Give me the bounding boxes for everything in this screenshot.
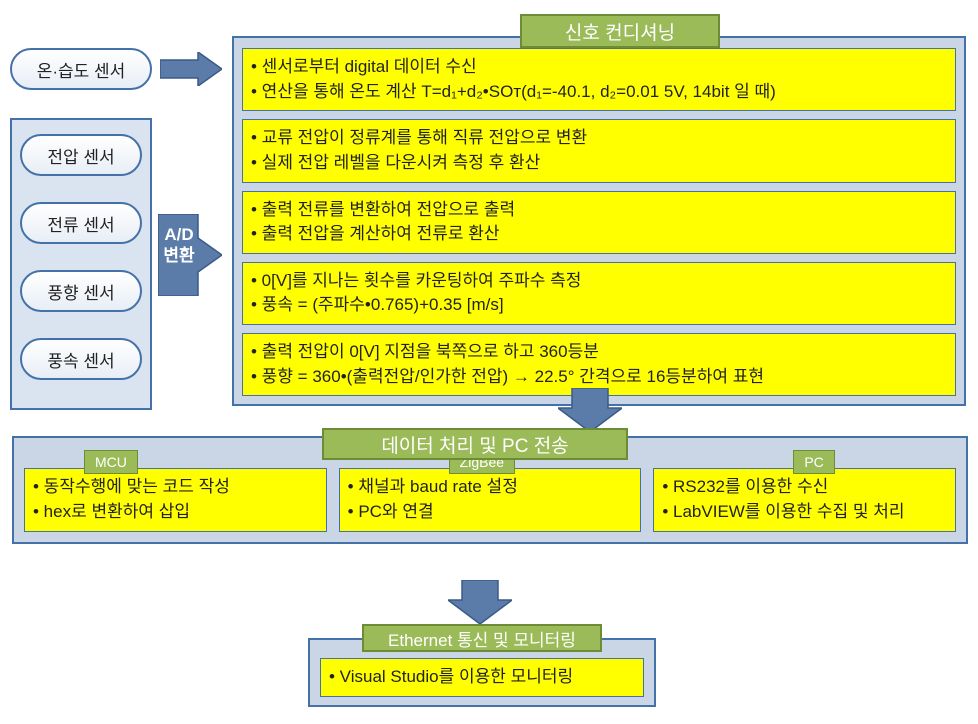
ethernet-title: Ethernet 통신 및 모니터링 [362, 624, 602, 652]
cond-box-current: • 출력 전류를 변환하여 전압으로 출력 • 출력 전압을 계산하여 전류로 … [242, 191, 956, 254]
cond-line: • 출력 전압이 0[V] 지점을 북쪽으로 하고 360등분 [251, 340, 947, 365]
cond-box-winddir: • 출력 전압이 0[V] 지점을 북쪽으로 하고 360등분 • 풍향 = 3… [242, 333, 956, 396]
cond-line: • 센서로부터 digital 데이터 수신 [251, 55, 947, 80]
sensor-column: 온·습도 센서 전압 센서 전류 센서 풍향 센서 풍속 센서 [10, 48, 152, 410]
proc-col-pc: PC • RS232를 이용한 수신 • LabVIEW를 이용한 수집 및 처… [653, 468, 956, 532]
arrow-down-icon [558, 388, 622, 432]
cond-line: • 출력 전압을 계산하여 전류로 환산 [251, 222, 947, 247]
proc-line: • 채널과 baud rate 설정 [348, 475, 633, 500]
arrow-right-icon [160, 52, 222, 86]
cond-line: • 출력 전류를 변환하여 전압으로 출력 [251, 198, 947, 223]
proc-col-zigbee: ZigBee • 채널과 baud rate 설정 • PC와 연결 [339, 468, 642, 532]
chip-mcu: MCU [84, 450, 138, 474]
conditioning-title: 신호 컨디셔닝 [520, 14, 720, 48]
ad-conversion-label: A/D변환 [158, 224, 200, 267]
cond-box-voltage: • 교류 전압이 정류계를 통해 직류 전압으로 변환 • 실제 전압 레벨을 … [242, 119, 956, 182]
proc-col-mcu: MCU • 동작수행에 맞는 코드 작성 • hex로 변환하여 삽입 [24, 468, 327, 532]
cond-line: • 실제 전압 레벨을 다운시켜 측정 후 환산 [251, 151, 947, 176]
proc-box-zigbee: • 채널과 baud rate 설정 • PC와 연결 [339, 468, 642, 532]
cond-line: • 0[V]를 지나는 횟수를 카운팅하여 주파수 측정 [251, 269, 947, 294]
processing-title: 데이터 처리 및 PC 전송 [322, 428, 628, 460]
proc-line: • 동작수행에 맞는 코드 작성 [33, 475, 318, 500]
proc-line: • hex로 변환하여 삽입 [33, 500, 318, 525]
sensor-group: 전압 센서 전류 센서 풍향 센서 풍속 센서 [10, 118, 152, 410]
chip-pc: PC [793, 450, 834, 474]
cond-box-windspeed: • 0[V]를 지나는 횟수를 카운팅하여 주파수 측정 • 풍속 = (주파수… [242, 262, 956, 325]
cond-line: • 교류 전압이 정류계를 통해 직류 전압으로 변환 [251, 126, 947, 151]
cond-line: • 연산을 통해 온도 계산 T=d₁+d₂•SOᴛ(d₁=-40.1, d₂=… [251, 80, 947, 105]
proc-box-mcu: • 동작수행에 맞는 코드 작성 • hex로 변환하여 삽입 [24, 468, 327, 532]
arrow-down-icon [448, 580, 512, 624]
sensor-wind-dir: 풍향 센서 [20, 270, 142, 312]
proc-line: • LabVIEW를 이용한 수집 및 처리 [662, 500, 947, 525]
eth-line: • Visual Studio를 이용한 모니터링 [329, 665, 635, 690]
processing-row: MCU • 동작수행에 맞는 코드 작성 • hex로 변환하여 삽입 ZigB… [24, 468, 956, 532]
sensor-wind-speed: 풍속 센서 [20, 338, 142, 380]
cond-box-digital: • 센서로부터 digital 데이터 수신 • 연산을 통해 온도 계산 T=… [242, 48, 956, 111]
sensor-temp-humid: 온·습도 센서 [10, 48, 152, 90]
sensor-current: 전류 센서 [20, 202, 142, 244]
proc-line: • RS232를 이용한 수신 [662, 475, 947, 500]
eth-box: • Visual Studio를 이용한 모니터링 [320, 658, 644, 697]
proc-line: • PC와 연결 [348, 500, 633, 525]
proc-box-pc: • RS232를 이용한 수신 • LabVIEW를 이용한 수집 및 처리 [653, 468, 956, 532]
cond-line: • 풍속 = (주파수•0.765)+0.35 [m/s] [251, 293, 947, 318]
conditioning-panel: • 센서로부터 digital 데이터 수신 • 연산을 통해 온도 계산 T=… [232, 36, 966, 406]
sensor-voltage: 전압 센서 [20, 134, 142, 176]
cond-line: • 풍향 = 360•(출력전압/인가한 전압) → 22.5° 간격으로 16… [251, 365, 947, 390]
